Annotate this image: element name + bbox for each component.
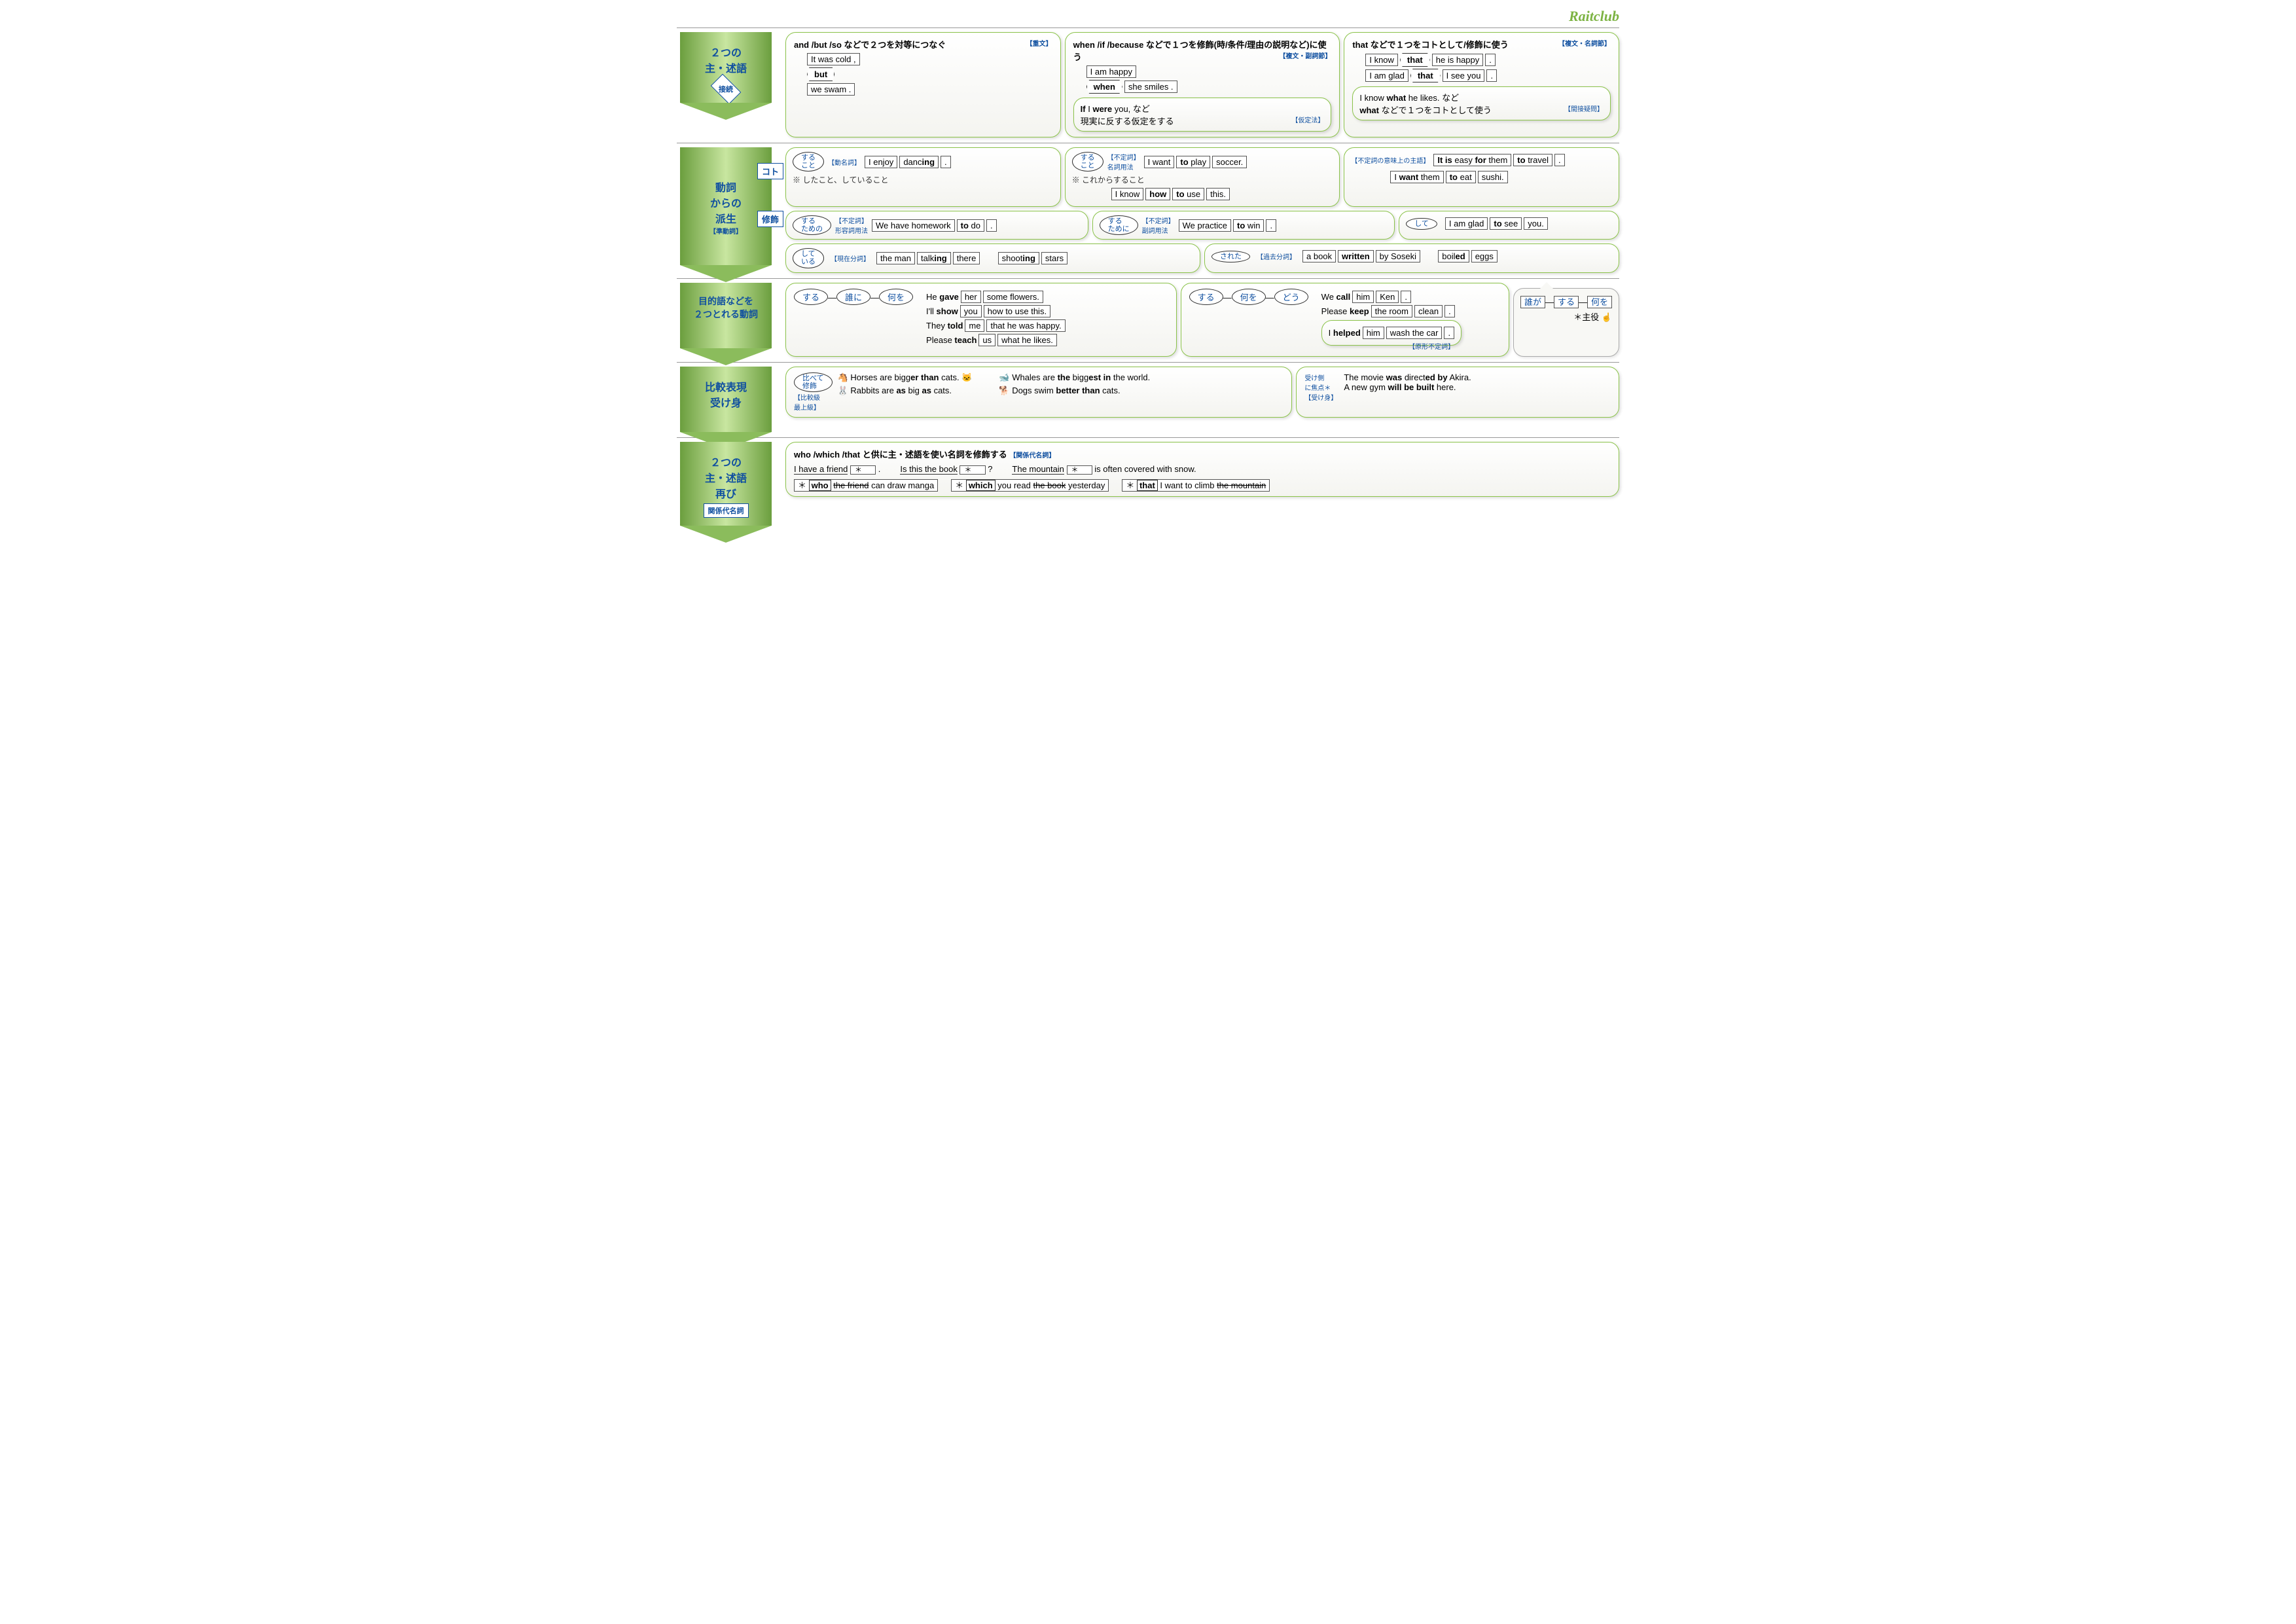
card-passive: 受け側 に焦点＊【受け身】 The movie was directed by … bbox=[1296, 367, 1619, 418]
card-s2-r1-1: する こと【不定詞】 名詞用法 I want to play soccer. ※… bbox=[1065, 147, 1340, 207]
section-verbals: コト 修飾 動詞 からの 派生 【準動詞】 する こと【動名詞】 I enjoy… bbox=[677, 143, 1619, 273]
card-s2-r1-2: 【不定詞の意味上の主語】 It is easy for them to trav… bbox=[1344, 147, 1619, 207]
diamond-badge: 接続 bbox=[711, 74, 742, 105]
svo-widget: 誰が—する—何を ＊主役 ☝ bbox=[1513, 288, 1619, 357]
arrow-2: コト 修飾 動詞 からの 派生 【準動詞】 bbox=[680, 147, 772, 265]
logo: Raitclub bbox=[677, 8, 1619, 25]
arrow-4: 比較表現 受け身 bbox=[680, 367, 772, 432]
section-two-objects: 目的語などを ２つとれる動詞 する—誰に—何をHe gave her some … bbox=[677, 278, 1619, 357]
arrow-3: 目的語などを ２つとれる動詞 bbox=[680, 283, 772, 348]
card-s2-r3-1: された【過去分詞】 a book written by Soseki boile… bbox=[1204, 244, 1619, 272]
card-relative: who /which /that と供に主・述語を使い名詞を修飾する 【関係代名… bbox=[785, 442, 1619, 497]
card-s1-2: that などで１つをコトとして/修飾に使う 【複文・名詞節】 I know t… bbox=[1344, 32, 1619, 137]
rel-box: 関係代名詞 bbox=[704, 503, 749, 518]
card-s2-r2-0: する ための【不定詞】 形容詞用法 We have homework to do… bbox=[785, 211, 1088, 240]
section-comparison-passive: 比較表現 受け身 比べて 修飾【比較級 最上級】 🐴 Horses are bi… bbox=[677, 362, 1619, 432]
card-s2-r3-0: して いる【現在分詞】 the man talking there shooti… bbox=[785, 244, 1200, 272]
side-box-shushoku: 修飾 bbox=[757, 211, 783, 227]
card-s3-left: する—誰に—何をHe gave her some flowers.I'll sh… bbox=[785, 283, 1177, 357]
card-s1-0: and /but /so などで２つを対等につなぐ 【重文】 It was co… bbox=[785, 32, 1061, 137]
arrow-1: ２つの 主・述語 接続 bbox=[680, 32, 772, 103]
side-box-koto: コト bbox=[757, 163, 783, 179]
arrow-5: ２つの 主・述語 再び 関係代名詞 bbox=[680, 442, 772, 526]
section-conjunctions: ２つの 主・述語 接続 and /but /so などで２つを対等につなぐ 【重… bbox=[677, 27, 1619, 137]
card-s1-1: when /if /because などで１つを修飾(時/条件/理由の説明など)… bbox=[1065, 32, 1340, 137]
section-relative: ２つの 主・述語 再び 関係代名詞 who /which /that と供に主・… bbox=[677, 437, 1619, 526]
card-comparison: 比べて 修飾【比較級 最上級】 🐴 Horses are bigger than… bbox=[785, 367, 1292, 418]
card-s3-right: する—何を—どうWe call him Ken .Please keep the… bbox=[1181, 283, 1509, 357]
card-s2-r1-0: する こと【動名詞】 I enjoy dancing . ※ したこと、している… bbox=[785, 147, 1061, 207]
card-s2-r2-1: する ために【不定詞】 副詞用法 We practice to win . bbox=[1092, 211, 1395, 240]
card-s2-r2-2: して I am glad to see you. bbox=[1399, 211, 1619, 240]
